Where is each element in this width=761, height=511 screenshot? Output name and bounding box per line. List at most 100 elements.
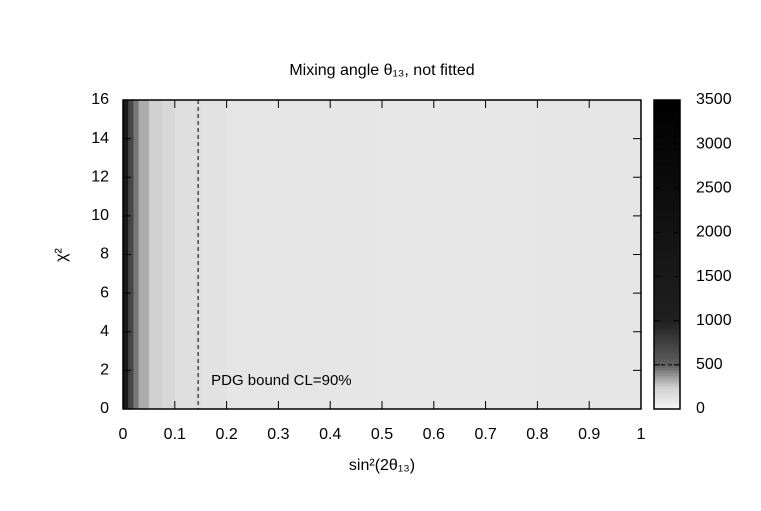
colorbar-segment bbox=[654, 192, 680, 196]
colorbar-segment bbox=[654, 380, 680, 384]
colorbar-segment bbox=[654, 177, 680, 181]
x-axis-label: sin²(2θ₁₃) bbox=[349, 457, 415, 474]
colorbar-segment bbox=[654, 226, 680, 230]
chart-title: Mixing angle θ₁₃, not fitted bbox=[289, 62, 474, 79]
colorbar-segment bbox=[654, 118, 680, 122]
colorbar-segment bbox=[654, 370, 680, 374]
colorbar-segment bbox=[654, 174, 680, 178]
colorbar-segment bbox=[654, 357, 680, 361]
x-tick-label: 0.1 bbox=[164, 426, 186, 443]
x-tick-label: 0.8 bbox=[526, 426, 548, 443]
colorbar-segment bbox=[654, 102, 680, 106]
colorbar-segment bbox=[654, 233, 680, 237]
colorbar-segment bbox=[654, 365, 680, 369]
colorbar-segment bbox=[654, 264, 680, 268]
colorbar-frame bbox=[653, 99, 681, 410]
heatmap-cell bbox=[330, 100, 383, 409]
colorbar-segment bbox=[654, 213, 680, 217]
colorbar-segment bbox=[654, 161, 680, 165]
colorbar-segment bbox=[654, 169, 680, 173]
colorbar-segment bbox=[654, 318, 680, 322]
heatmap-cell bbox=[133, 100, 140, 409]
colorbar-segment bbox=[654, 115, 680, 119]
heatmap-cell bbox=[589, 100, 642, 409]
colorbar-segment bbox=[654, 231, 680, 235]
colorbar-segment bbox=[654, 388, 680, 392]
colorbar-segment bbox=[654, 354, 680, 358]
colorbar-segment bbox=[654, 136, 680, 140]
colorbar-segment bbox=[654, 406, 680, 410]
colorbar-segment bbox=[654, 112, 680, 116]
colorbar-segment bbox=[654, 290, 680, 294]
colorbar-segment bbox=[654, 107, 680, 111]
colorbar-segment bbox=[654, 254, 680, 258]
colorbar-segment bbox=[654, 267, 680, 271]
colorbar-segment bbox=[654, 277, 680, 281]
y-tick-label: 10 bbox=[91, 207, 109, 224]
colorbar-segment bbox=[654, 182, 680, 186]
colorbar-segment bbox=[654, 208, 680, 212]
colorbar-segment bbox=[654, 293, 680, 297]
colorbar-segment bbox=[654, 275, 680, 279]
colorbar-segment bbox=[654, 383, 680, 387]
colorbar-segment bbox=[654, 336, 680, 340]
y-tick-label: 12 bbox=[91, 168, 109, 185]
colorbar-segment bbox=[654, 130, 680, 134]
colorbar-segment bbox=[654, 241, 680, 245]
colorbar-segment bbox=[654, 125, 680, 129]
colorbar-segment bbox=[654, 282, 680, 286]
x-tick-label: 0 bbox=[119, 426, 128, 443]
colorbar-segment bbox=[654, 236, 680, 240]
colorbar-segment bbox=[654, 287, 680, 292]
colorbar-segment bbox=[654, 246, 680, 250]
y-tick-label: 8 bbox=[100, 246, 109, 263]
colorbar-tick-label: 2000 bbox=[696, 224, 732, 241]
x-tick-label: 0.2 bbox=[215, 426, 237, 443]
colorbar-segment bbox=[654, 110, 680, 114]
colorbar-tick-label: 2500 bbox=[696, 180, 732, 197]
y-tick-label: 2 bbox=[100, 362, 109, 379]
y-tick-label: 16 bbox=[91, 91, 109, 108]
x-tick-label: 0.4 bbox=[319, 426, 341, 443]
heatmap-cell bbox=[148, 100, 163, 409]
colorbar-tick-label: 3500 bbox=[696, 91, 732, 108]
colorbar-segment bbox=[654, 120, 680, 124]
colorbar-segment bbox=[654, 285, 680, 289]
colorbar-segment bbox=[654, 375, 680, 379]
colorbar-segment bbox=[654, 187, 680, 191]
colorbar-segment bbox=[654, 100, 680, 104]
colorbar-tick-label: 3000 bbox=[696, 135, 732, 152]
x-tick-label: 0.7 bbox=[474, 426, 496, 443]
colorbar-segment bbox=[654, 398, 680, 402]
x-tick-label: 0.6 bbox=[423, 426, 445, 443]
colorbar-segment bbox=[654, 321, 680, 325]
colorbar-segment bbox=[654, 352, 680, 356]
colorbar-segment bbox=[654, 249, 680, 253]
y-tick-label: 4 bbox=[100, 323, 109, 340]
colorbar-tick-label: 0 bbox=[696, 400, 705, 417]
colorbar-segment bbox=[654, 378, 680, 382]
x-tick-label: 0.5 bbox=[371, 426, 393, 443]
colorbar-segment bbox=[654, 221, 680, 225]
colorbar-segment bbox=[654, 326, 680, 330]
colorbar-segment bbox=[654, 210, 680, 214]
colorbar-segment bbox=[654, 195, 680, 199]
colorbar-segment bbox=[654, 123, 680, 127]
colorbar-segment bbox=[654, 141, 680, 145]
colorbar-segment bbox=[654, 367, 680, 371]
colorbar-segment bbox=[654, 251, 680, 255]
colorbar-segment bbox=[654, 360, 680, 364]
colorbar-segment bbox=[654, 401, 680, 405]
colorbar-segment bbox=[654, 148, 680, 152]
colorbar-segment bbox=[654, 342, 680, 346]
colorbar-segment bbox=[654, 197, 680, 201]
colorbar-segment bbox=[654, 166, 680, 171]
colorbar-segment bbox=[654, 172, 680, 176]
colorbar-segment bbox=[654, 347, 680, 351]
annotation-label: PDG bound CL=90% bbox=[211, 372, 352, 389]
colorbar-segment bbox=[654, 390, 680, 395]
y-tick-label: 6 bbox=[100, 284, 109, 301]
colorbar-segment bbox=[654, 311, 680, 315]
colorbar-segment bbox=[654, 324, 680, 328]
